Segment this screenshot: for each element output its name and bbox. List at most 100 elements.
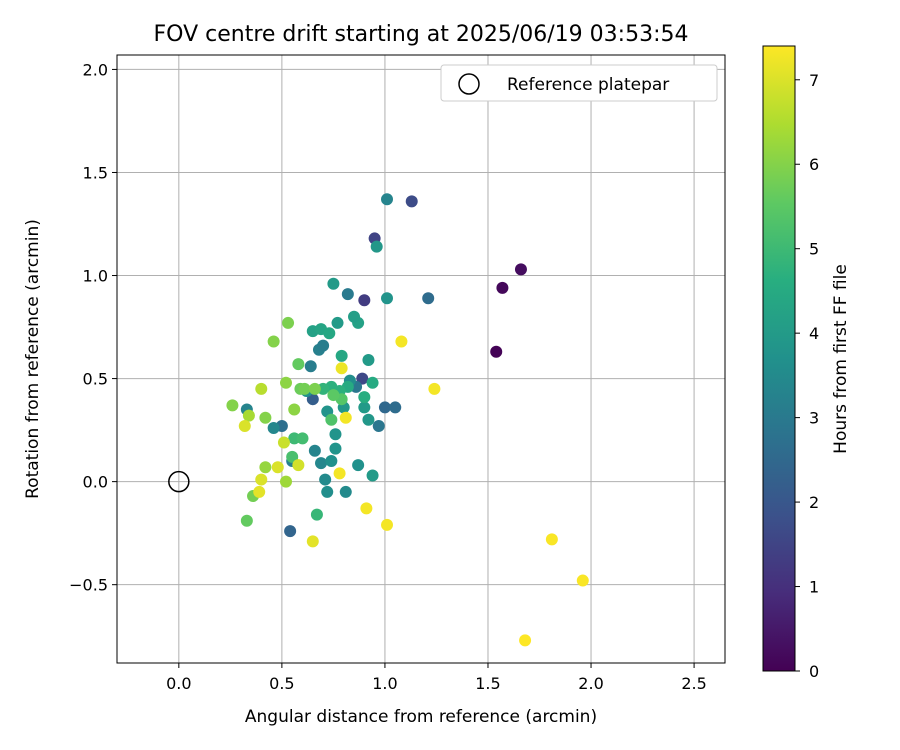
scatter-point bbox=[335, 362, 348, 375]
scatter-point bbox=[298, 382, 311, 395]
scatter-point bbox=[331, 316, 344, 329]
colorbar-label: Hours from first FF file bbox=[831, 264, 851, 454]
scatter-point bbox=[395, 335, 408, 348]
legend-box bbox=[440, 64, 718, 102]
scatter-point bbox=[317, 382, 330, 395]
legend: Reference platepar bbox=[440, 64, 718, 102]
scatter-point bbox=[335, 349, 348, 362]
legend-entry-reference: Reference platepar bbox=[507, 75, 669, 95]
scatter-point bbox=[327, 277, 340, 290]
colorbar-tick-label: 6 bbox=[809, 155, 819, 174]
reference-platepar-marker bbox=[168, 470, 190, 493]
scatter-point bbox=[306, 535, 319, 548]
scatter-point bbox=[238, 419, 251, 432]
scatter-point bbox=[341, 288, 354, 301]
grid-lines bbox=[117, 55, 725, 663]
scatter-point bbox=[325, 413, 338, 426]
y-tick-label: 1.0 bbox=[83, 267, 108, 286]
scatter-point bbox=[366, 469, 379, 482]
scatter-point bbox=[362, 413, 375, 426]
scatter-point bbox=[259, 461, 272, 474]
colorbar-tick-label: 7 bbox=[809, 71, 819, 90]
x-tick-label: 2.5 bbox=[681, 674, 706, 693]
scatter-point bbox=[292, 358, 305, 371]
colorbar-tick-label: 1 bbox=[809, 578, 819, 597]
scatter-point bbox=[389, 401, 402, 414]
scatter-point bbox=[323, 327, 336, 340]
x-tick-label: 0.5 bbox=[269, 674, 294, 693]
scatter-point bbox=[296, 432, 309, 445]
scatter-point bbox=[514, 263, 527, 276]
scatter-point bbox=[277, 436, 290, 449]
scatter-point bbox=[545, 533, 558, 546]
scatter-point bbox=[339, 411, 352, 424]
colorbar-ticks: 0 1 2 3 4 5 6 7 bbox=[795, 71, 819, 681]
scatter-point bbox=[306, 393, 319, 406]
scatter-point bbox=[348, 310, 361, 323]
scatter-point bbox=[576, 574, 589, 587]
colorbar-tick-label: 2 bbox=[809, 493, 819, 512]
scatter-point bbox=[259, 411, 272, 424]
scatter-point bbox=[310, 508, 323, 521]
scatter-point bbox=[286, 450, 299, 463]
y-axis-label: Rotation from reference (arcmin) bbox=[23, 219, 43, 499]
scatter-point bbox=[352, 459, 365, 472]
scatter-point bbox=[255, 473, 268, 486]
scatter-point bbox=[255, 382, 268, 395]
scatter-point bbox=[329, 428, 342, 441]
x-axis-label: Angular distance from reference (arcmin) bbox=[245, 707, 597, 727]
scatter-point bbox=[319, 473, 332, 486]
scatter-point bbox=[422, 292, 435, 305]
scatter-point bbox=[496, 281, 509, 294]
scatter-point bbox=[288, 403, 301, 416]
scatter-point bbox=[358, 391, 371, 404]
scatter-point bbox=[242, 409, 255, 422]
plot-frame bbox=[116, 54, 726, 664]
scatter-points bbox=[226, 193, 589, 647]
scatter-point bbox=[267, 422, 280, 435]
x-tick-label: 1.5 bbox=[475, 674, 500, 693]
scatter-point bbox=[253, 485, 266, 498]
scatter-point bbox=[280, 376, 293, 389]
scatter-point bbox=[519, 634, 532, 647]
scatter-point bbox=[380, 193, 393, 206]
scatter-point bbox=[490, 345, 503, 358]
scatter-point bbox=[339, 485, 352, 498]
scatter-point bbox=[362, 354, 375, 367]
x-axis-ticks: 0.0 0.5 1.0 1.5 2.0 2.5 bbox=[166, 663, 707, 693]
scatter-point bbox=[358, 401, 371, 414]
scatter-point bbox=[405, 195, 418, 208]
scatter-point bbox=[372, 419, 385, 432]
chart-title: FOV centre drift starting at 2025/06/19 … bbox=[154, 22, 689, 47]
scatter-point bbox=[329, 442, 342, 455]
scatter-point bbox=[333, 467, 346, 480]
scatter-point bbox=[308, 444, 321, 457]
y-tick-label: 0.0 bbox=[83, 473, 108, 492]
scatter-point bbox=[304, 360, 317, 373]
scatter-point bbox=[380, 292, 393, 305]
scatter-point bbox=[366, 376, 379, 389]
scatter-point bbox=[292, 459, 305, 472]
scatter-point bbox=[327, 389, 340, 402]
colorbar-tick-label: 0 bbox=[809, 662, 819, 681]
scatter-point bbox=[288, 432, 301, 445]
colorbar-tick-label: 4 bbox=[809, 324, 819, 343]
colorbar: 0 1 2 3 4 5 6 7 Hours from first FF file bbox=[762, 45, 851, 681]
scatter-point bbox=[226, 399, 239, 412]
scatter-point bbox=[271, 461, 284, 474]
scatter-point bbox=[240, 514, 253, 527]
x-tick-label: 1.0 bbox=[372, 674, 397, 693]
x-tick-label: 0.0 bbox=[166, 674, 191, 693]
scatter-point bbox=[356, 372, 369, 385]
scatter-point bbox=[280, 475, 293, 488]
y-tick-label: 2.0 bbox=[83, 60, 108, 79]
scatter-point bbox=[360, 502, 373, 515]
scatter-point bbox=[325, 455, 338, 468]
scatter-point bbox=[282, 316, 295, 329]
colorbar-gradient bbox=[762, 45, 796, 672]
scatter-point bbox=[378, 401, 391, 414]
scatter-point bbox=[428, 382, 441, 395]
scatter-point bbox=[267, 335, 280, 348]
scatter-point bbox=[380, 518, 393, 531]
